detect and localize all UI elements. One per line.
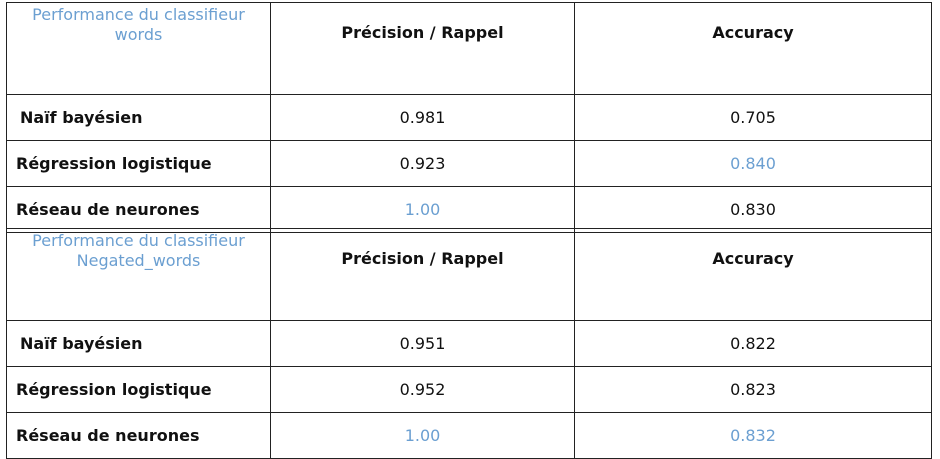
row-label: Naïf bayésien [6,94,271,141]
precision-value: 0.981 [270,94,575,141]
precision-value-best: 1.00 [270,186,575,233]
table-row: Naïf bayésien 0.951 0.822 [6,320,932,367]
row-label: Régression logistique [6,140,271,187]
table-row: Régression logistique 0.923 0.840 [6,140,932,187]
accuracy-value: 0.822 [574,320,932,367]
accuracy-value: 0.823 [574,366,932,413]
accuracy-value: 0.830 [574,186,932,233]
precision-value: 0.923 [270,140,575,187]
accuracy-value-best: 0.832 [574,412,932,459]
accuracy-value: 0.705 [574,94,932,141]
caption-line-2: Negated_words [76,251,201,270]
precision-value-best: 1.00 [270,412,575,459]
column-header-precision: Précision / Rappel [270,228,575,321]
table-header-row: Performance du classifieur words Précisi… [6,2,932,95]
row-label: Naïf bayésien [6,320,271,367]
caption-line-2: words [114,25,163,44]
table-caption: Performance du classifieur words [6,2,271,95]
precision-value: 0.952 [270,366,575,413]
negated-words-performance-table: Performance du classifieur Negated_words… [6,228,932,459]
column-header-precision: Précision / Rappel [270,2,575,95]
table-row: Réseau de neurones 1.00 0.830 [6,186,932,233]
table-caption: Performance du classifieur Negated_words [6,228,271,321]
table-header-row: Performance du classifieur Negated_words… [6,228,932,321]
column-header-accuracy: Accuracy [574,228,932,321]
row-label: Régression logistique [6,366,271,413]
accuracy-value-best: 0.840 [574,140,932,187]
table-row: Naïf bayésien 0.981 0.705 [6,94,932,141]
table-row: Régression logistique 0.952 0.823 [6,366,932,413]
precision-value: 0.951 [270,320,575,367]
words-performance-table: Performance du classifieur words Précisi… [6,2,932,233]
table-row: Réseau de neurones 1.00 0.832 [6,412,932,459]
row-label: Réseau de neurones [6,186,271,233]
row-label: Réseau de neurones [6,412,271,459]
column-header-accuracy: Accuracy [574,2,932,95]
caption-line-1: Performance du classifieur [32,231,245,250]
caption-line-1: Performance du classifieur [32,5,245,24]
